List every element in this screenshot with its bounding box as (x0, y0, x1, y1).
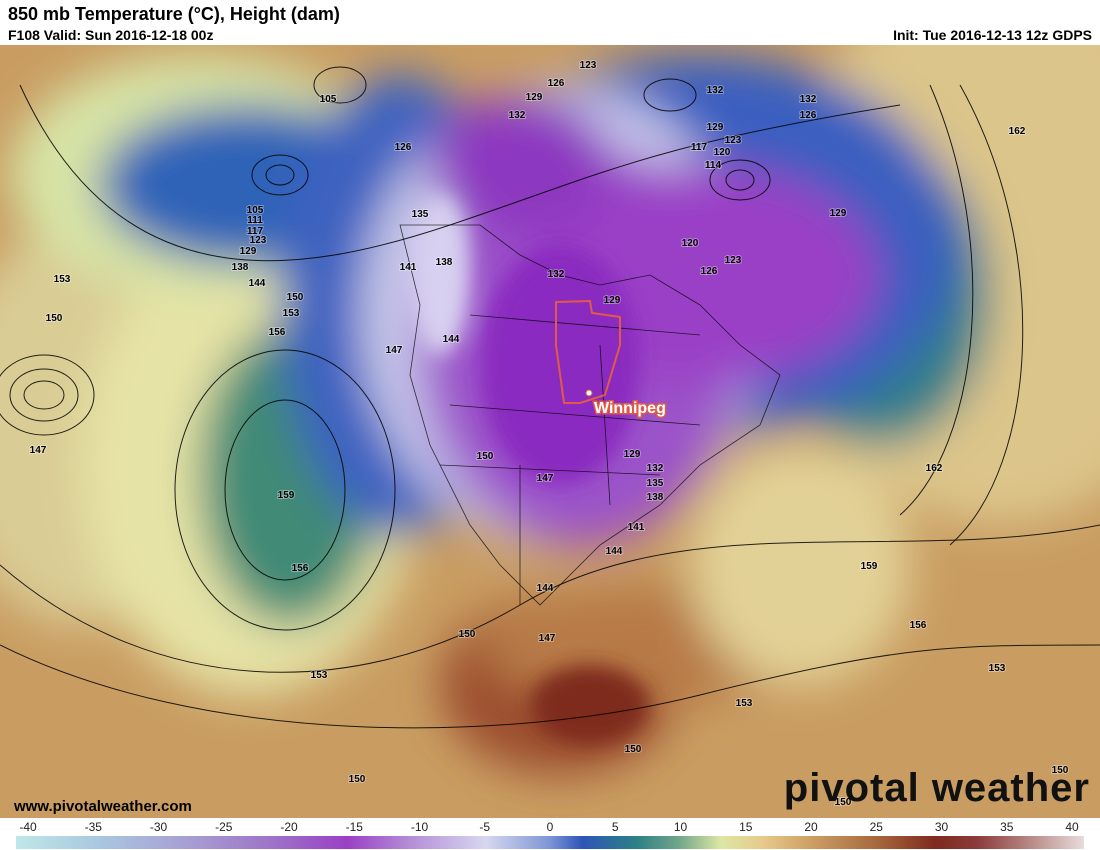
contour-label: 123 (580, 60, 597, 71)
contour-label: 144 (249, 278, 266, 289)
weather-map: Winnipeg 1051261231261291321321291231201… (0, 45, 1100, 818)
colorbar-tick-label: -10 (411, 820, 429, 834)
contour-label: 141 (400, 262, 417, 273)
colorbar-tick-label: 30 (935, 820, 949, 834)
contour-label: 132 (800, 94, 817, 105)
contour-label: 156 (910, 620, 927, 631)
colorbar-tick-label: 5 (612, 820, 619, 834)
contour-label: 150 (477, 451, 494, 462)
contour-label: 126 (800, 110, 817, 121)
contour-label: 126 (701, 266, 718, 277)
contour-label: 135 (647, 478, 664, 489)
contour-label: 129 (830, 208, 847, 219)
colorbar-tick-label: 20 (804, 820, 818, 834)
colorbar-tick-label: -5 (479, 820, 490, 834)
colorbar (16, 836, 1084, 849)
contour-label: 159 (861, 561, 878, 572)
contour-label: 117 (247, 226, 264, 237)
contour-label: 129 (526, 92, 543, 103)
contour-label: 159 (278, 490, 295, 501)
contour-label: 147 (537, 473, 554, 484)
colorbar-tick-label: 40 (1065, 820, 1079, 834)
contour-label: 153 (736, 698, 753, 709)
contour-label: 150 (287, 292, 304, 303)
contour-label: 132 (509, 110, 526, 121)
contour-label: 150 (349, 774, 366, 785)
colorbar-tick-label: -35 (85, 820, 103, 834)
contour-label: 105 (320, 94, 337, 105)
logo: pivotal weather (783, 766, 1090, 810)
contour-label: 144 (443, 334, 460, 345)
contour-label: 120 (714, 147, 731, 158)
contour-label: 162 (1009, 126, 1026, 137)
colorbar-tick-label: 15 (739, 820, 753, 834)
contour-label: 147 (386, 345, 403, 356)
valid-time: F108 Valid: Sun 2016-12-18 00z (8, 27, 214, 43)
contour-label: 129 (624, 449, 641, 460)
contour-label: 132 (548, 269, 565, 280)
map-title: 850 mb Temperature (°C), Height (dam) (8, 4, 340, 24)
contour-label: 123 (725, 255, 742, 266)
colorbar-tick-label: 25 (870, 820, 884, 834)
contour-label: 153 (311, 670, 328, 681)
contour-label: 132 (647, 463, 664, 474)
contour-label: 162 (926, 463, 943, 474)
contour-label: 153 (54, 274, 71, 285)
contour-label: 132 (707, 85, 724, 96)
contour-label: 138 (436, 257, 453, 268)
city-label: Winnipeg (594, 400, 666, 417)
contour-label: 138 (647, 492, 664, 503)
contour-label: 153 (989, 663, 1006, 674)
contour-label: 120 (682, 238, 699, 249)
contour-label: 153 (283, 308, 300, 319)
contour-label: 123 (250, 235, 267, 246)
colorbar-tick-label: -15 (346, 820, 364, 834)
contour-label: 129 (604, 295, 621, 306)
contour-label: 150 (625, 744, 642, 755)
contour-label: 141 (628, 522, 645, 533)
contour-label: 147 (539, 633, 556, 644)
colorbar-tick-label: -30 (150, 820, 168, 834)
contour-label: 156 (292, 563, 309, 574)
colorbar-tick-label: 10 (674, 820, 688, 834)
colorbar-tick-label: -25 (215, 820, 233, 834)
contour-label: 150 (46, 313, 63, 324)
contour-label: 144 (537, 583, 554, 594)
colorbar-tick-label: 35 (1000, 820, 1014, 834)
contour-label: 123 (725, 135, 742, 146)
colorbar-tick-label: -20 (280, 820, 298, 834)
contour-label: 114 (705, 160, 722, 171)
colorbar-ticks: -40 -35 -30 -25 -20 -15 -10 -5 0 5 10 15 20 25 30 35 40 (19, 820, 1079, 834)
contour-label: 150 (835, 797, 852, 808)
colorbar-tick-label: -40 (19, 820, 37, 834)
contour-label: 126 (395, 142, 412, 153)
init-time: Init: Tue 2016-12-13 12z GDPS (893, 27, 1092, 43)
contour-label: 105 (247, 205, 264, 216)
contour-label: 150 (1052, 765, 1069, 776)
contour-label: 129 (240, 246, 257, 257)
contour-label: 150 (459, 629, 476, 640)
contour-label: 135 (412, 209, 429, 220)
contour-label: 129 (707, 122, 724, 133)
contour-label: 126 (548, 78, 565, 89)
contour-label: 144 (606, 546, 623, 557)
contour-label: 138 (232, 262, 249, 273)
website: www.pivotalweather.com (14, 798, 192, 815)
contour-label: 147 (30, 445, 47, 456)
contour-label: 156 (269, 327, 286, 338)
contour-label: 117 (691, 142, 708, 153)
contour-label: 111 (247, 215, 263, 226)
colorbar-tick-label: 0 (547, 820, 554, 834)
